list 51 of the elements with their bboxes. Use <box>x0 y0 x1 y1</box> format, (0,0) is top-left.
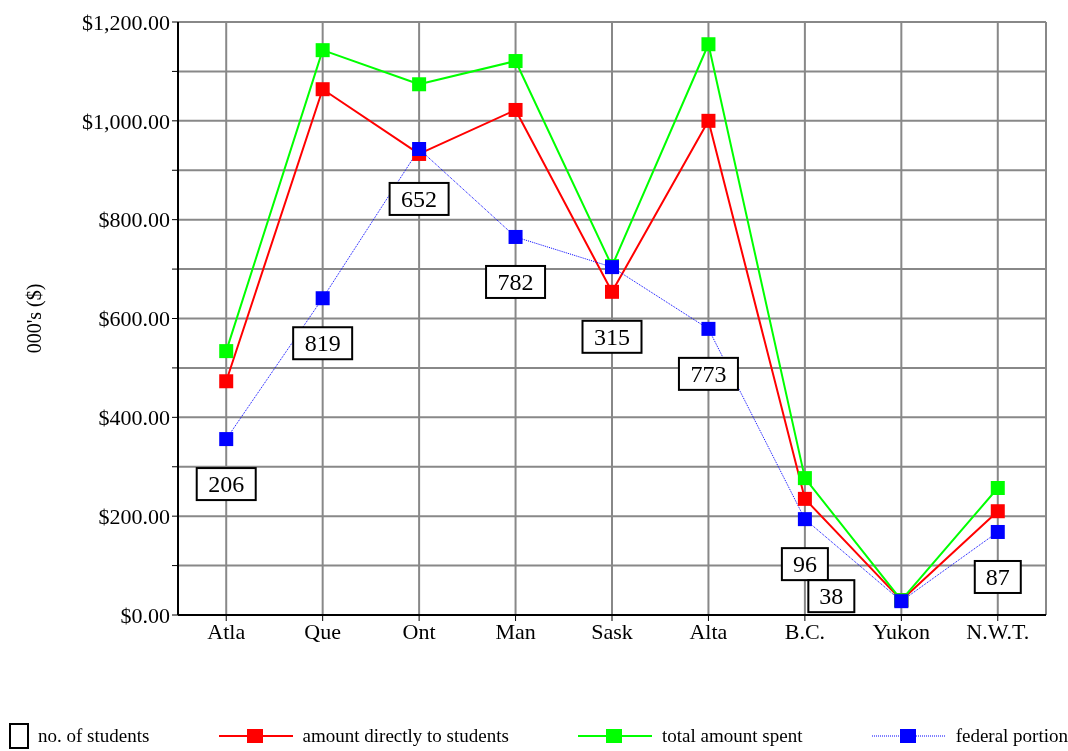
point <box>701 37 716 52</box>
legend-label: total amount spent <box>662 725 803 747</box>
text: 782 <box>497 268 534 295</box>
point <box>701 113 716 128</box>
y-tick-label: $600.00 <box>98 306 170 332</box>
y-tick-label: $200.00 <box>98 503 170 529</box>
text: 773 <box>690 360 727 387</box>
x-tick-label: Atla <box>207 618 246 644</box>
point <box>605 284 619 299</box>
y-axis-title: 000's ($) <box>23 283 47 354</box>
point <box>315 82 330 97</box>
x-tick-label: Ont <box>402 618 436 644</box>
point <box>219 374 234 389</box>
x-tick-label: Yukon <box>872 618 931 644</box>
point <box>797 471 812 486</box>
point <box>315 291 330 306</box>
x-tick-label: B.C. <box>784 618 826 644</box>
text: 38 <box>819 583 844 610</box>
y-tick-label: $1,200.00 <box>82 9 170 35</box>
point <box>412 142 427 156</box>
point <box>219 432 234 447</box>
text: 315 <box>594 323 630 350</box>
point <box>797 512 812 527</box>
text: 96 <box>792 551 817 578</box>
x-tick-label: N.W.T. <box>966 618 1030 644</box>
legend-label: amount directly to students <box>302 725 509 747</box>
text: 87 <box>985 563 1010 590</box>
y-tick-label: $800.00 <box>98 207 170 233</box>
point <box>412 77 427 92</box>
point <box>219 344 234 359</box>
point <box>990 524 1005 539</box>
point <box>990 504 1005 519</box>
text: 819 <box>304 330 341 357</box>
x-tick-label: Alta <box>689 618 728 644</box>
x-tick-label: Que <box>304 618 341 644</box>
y-tick-label: $400.00 <box>98 405 170 431</box>
y-tick-label: $0.00 <box>120 602 170 628</box>
point <box>315 43 330 58</box>
point <box>508 54 523 69</box>
x-tick-label: Sask <box>591 618 633 644</box>
text: 206 <box>208 471 245 498</box>
y-tick-label: $1,000.00 <box>82 108 170 134</box>
text: 652 <box>401 185 438 212</box>
point <box>508 229 523 244</box>
x-tick-label: Man <box>495 618 536 644</box>
point <box>990 481 1005 495</box>
legend-label: federal portion <box>955 725 1068 747</box>
point <box>508 102 523 117</box>
point <box>701 321 716 336</box>
point <box>797 491 812 506</box>
legend-label: no. of students <box>38 725 150 747</box>
